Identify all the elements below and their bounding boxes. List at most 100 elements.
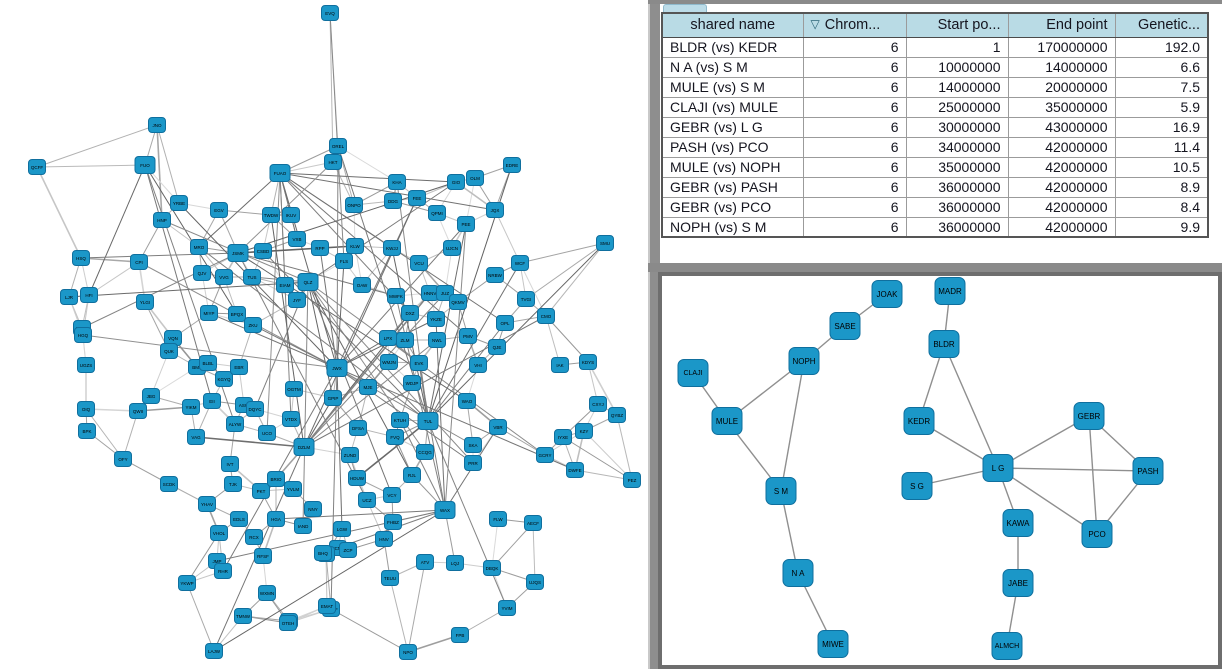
dense-node[interactable]: RCX: [245, 529, 263, 545]
table-row[interactable]: GEBR (vs) PASH 6 36000000 42000000 8.9: [661, 176, 1209, 198]
dense-node[interactable]: WXMN: [258, 585, 276, 601]
cell-shared-name[interactable]: GEBR (vs) PCO: [661, 196, 804, 218]
dense-node[interactable]: WAO: [458, 393, 476, 409]
dense-node[interactable]: RPP: [311, 240, 329, 256]
dense-node[interactable]: QLZ: [297, 273, 319, 291]
dense-node[interactable]: FVQ: [386, 429, 404, 445]
table-row[interactable]: NOPH (vs) S M 6 36000000 42000000 9.9: [661, 216, 1209, 238]
network-node-PASH[interactable]: PASH: [1132, 457, 1164, 485]
dense-node[interactable]: GPIP: [324, 390, 342, 406]
cell-start-point[interactable]: 14000000: [905, 76, 1009, 98]
cell-shared-name[interactable]: BLDR (vs) KEDR: [661, 36, 804, 58]
dense-node[interactable]: MIYP: [200, 305, 218, 321]
dense-node[interactable]: YLGI: [136, 294, 154, 310]
dense-node[interactable]: WCF: [511, 255, 529, 271]
dense-node[interactable]: LGW: [333, 521, 351, 537]
dense-node[interactable]: EGV: [210, 202, 228, 218]
cell-end-point[interactable]: 42000000: [1007, 216, 1116, 238]
network-node-JABE[interactable]: JABE: [1002, 569, 1034, 597]
dense-node[interactable]: PKT: [252, 483, 270, 499]
panel-divider[interactable]: [648, 0, 660, 669]
dense-node[interactable]: MWFK: [387, 288, 405, 304]
dense-node[interactable]: HGA: [267, 511, 285, 527]
dense-node[interactable]: OTEH: [279, 615, 297, 631]
table-row[interactable]: N A (vs) S M 6 10000000 14000000 6.6: [661, 56, 1209, 78]
network-node-GEBR[interactable]: GEBR: [1073, 402, 1105, 430]
dense-node[interactable]: CCQG: [416, 444, 434, 460]
dense-node[interactable]: EVQ: [321, 5, 339, 21]
network-node-NOPH[interactable]: NOPH: [788, 347, 820, 375]
cell-chromosome[interactable]: 6: [802, 156, 907, 178]
network-node-MIWE[interactable]: MIWE: [817, 630, 849, 658]
table-row[interactable]: BLDR (vs) KEDR 6 1 170000000 192.0: [661, 36, 1209, 58]
cell-chromosome[interactable]: 6: [802, 176, 907, 198]
dense-node[interactable]: GCRY: [536, 447, 554, 463]
cell-start-point[interactable]: 10000000: [905, 56, 1009, 78]
dense-node[interactable]: ALYW: [226, 416, 244, 432]
network-node-KEDR[interactable]: KEDR: [903, 407, 935, 435]
cell-genetic[interactable]: 11.4: [1114, 136, 1209, 158]
dense-node[interactable]: QWII: [129, 403, 147, 419]
dense-node[interactable]: YVLM: [284, 481, 302, 497]
dense-node[interactable]: JSMK: [227, 244, 249, 262]
cell-shared-name[interactable]: N A (vs) S M: [661, 56, 804, 78]
cell-chromosome[interactable]: 6: [802, 76, 907, 98]
dense-node[interactable]: BHQ: [314, 545, 332, 561]
dense-node[interactable]: FUO: [134, 156, 156, 174]
network-node-SABE[interactable]: SABE: [829, 312, 861, 340]
dense-node[interactable]: HNP: [153, 212, 171, 228]
dense-node[interactable]: UGZS: [77, 357, 95, 373]
dense-node[interactable]: DFSA: [349, 420, 367, 436]
dense-node[interactable]: IVT: [221, 456, 239, 472]
dense-node[interactable]: TWDW: [262, 207, 280, 223]
dense-node[interactable]: DZLM: [293, 438, 315, 456]
cell-genetic[interactable]: 9.9: [1114, 216, 1209, 238]
dense-node[interactable]: EII: [203, 393, 221, 409]
dense-node[interactable]: BPQX: [228, 306, 246, 322]
dense-node[interactable]: DQYC: [246, 401, 264, 417]
dense-node[interactable]: DBQK: [483, 560, 501, 576]
cell-genetic[interactable]: 8.4: [1114, 196, 1209, 218]
dense-node[interactable]: ZKU: [244, 317, 262, 333]
dense-node[interactable]: MRO: [190, 239, 208, 255]
dense-node[interactable]: WDJP: [403, 375, 421, 391]
dense-node[interactable]: HNNV: [421, 285, 439, 301]
cell-genetic[interactable]: 10.5: [1114, 156, 1209, 178]
dense-node[interactable]: QKMV: [449, 294, 467, 310]
cell-end-point[interactable]: 20000000: [1007, 76, 1116, 98]
dense-node[interactable]: IAK: [551, 357, 569, 373]
dense-node[interactable]: VBR: [489, 419, 507, 435]
dense-node[interactable]: KDYS: [579, 354, 597, 370]
cell-genetic[interactable]: 6.6: [1114, 56, 1209, 78]
dense-node[interactable]: QYBZ: [608, 407, 626, 423]
cell-shared-name[interactable]: PASH (vs) PCO: [661, 136, 804, 158]
dense-node[interactable]: FEE: [408, 190, 426, 206]
dense-node[interactable]: UJQS: [526, 574, 544, 590]
dense-node[interactable]: KGYQ: [215, 371, 233, 387]
dense-node[interactable]: JNO: [148, 117, 166, 133]
dense-node[interactable]: VCY: [383, 487, 401, 503]
dense-node[interactable]: OFY: [114, 451, 132, 467]
table-row[interactable]: GEBR (vs) L G 6 30000000 43000000 16.9: [661, 116, 1209, 138]
network-node-L-G[interactable]: L G: [982, 454, 1014, 482]
dense-node[interactable]: BPK: [78, 423, 96, 439]
dense-node[interactable]: FHBZ: [384, 514, 402, 530]
network-node-S-G[interactable]: S G: [901, 472, 933, 500]
dense-node[interactable]: EVK: [410, 355, 428, 371]
cell-start-point[interactable]: 36000000: [905, 196, 1009, 218]
dense-node[interactable]: QJE: [488, 339, 506, 355]
cell-shared-name[interactable]: NOPH (vs) S M: [661, 216, 804, 238]
dense-node[interactable]: JQX: [486, 202, 504, 218]
cell-end-point[interactable]: 35000000: [1007, 96, 1116, 118]
cell-genetic[interactable]: 8.9: [1114, 176, 1209, 198]
cell-start-point[interactable]: 36000000: [905, 216, 1009, 238]
dense-node[interactable]: NNY: [304, 501, 322, 517]
filter-icon[interactable]: ▽: [810, 17, 820, 32]
dense-node[interactable]: SCDK: [160, 476, 178, 492]
dense-node[interactable]: JBG: [142, 388, 160, 404]
cell-shared-name[interactable]: GEBR (vs) L G: [661, 116, 804, 138]
column-header-end-point[interactable]: End point: [1007, 12, 1116, 38]
dense-node[interactable]: VVG: [215, 269, 233, 285]
dense-node[interactable]: QPMI: [428, 205, 446, 221]
